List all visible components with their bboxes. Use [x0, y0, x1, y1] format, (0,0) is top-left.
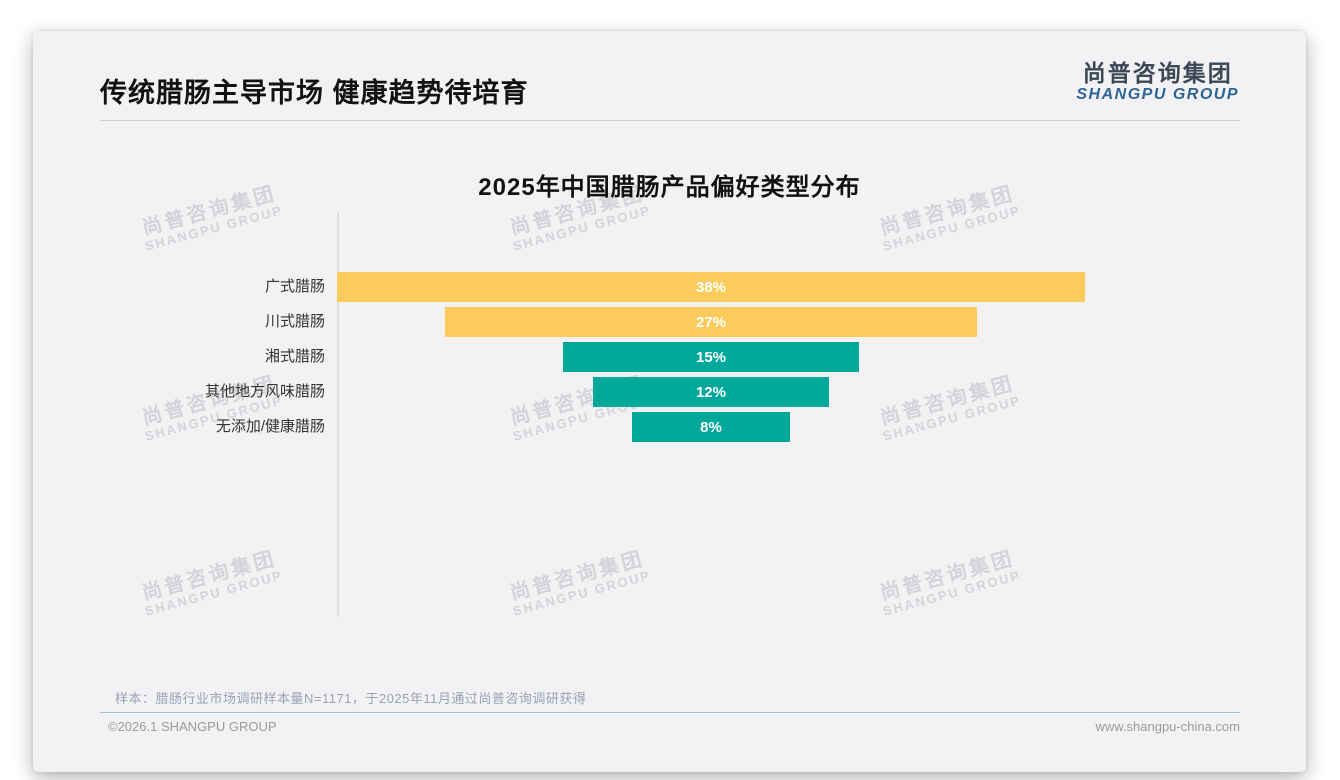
logo-chinese-text: 尚普咨询集团 — [1082, 60, 1233, 86]
category-label: 湘式腊肠 — [264, 348, 325, 365]
watermark-english-text: SHANGPU GROUP — [511, 567, 653, 619]
watermark: 尚普咨询集团 SHANGPU GROUP — [506, 547, 653, 619]
bar-value-label: 15% — [695, 348, 727, 366]
bar-value-label: 12% — [695, 383, 726, 401]
bar-value-label: 27% — [695, 313, 727, 331]
chart-row: 湘式腊肠 15% — [33, 342, 1085, 372]
watermark-english-text: SHANGPU GROUP — [143, 567, 285, 619]
bar-value-label: 38% — [695, 278, 727, 296]
watermark-chinese-text: 尚普咨询集团 — [507, 547, 647, 605]
watermark-chinese-text: 尚普咨询集团 — [139, 547, 279, 605]
watermark: 尚普咨询集团 SHANGPU GROUP — [876, 547, 1023, 619]
sample-note: 样本：腊肠行业市场调研样本量N=1171，于2025年11月通过尚普咨询调研获得 — [115, 691, 587, 706]
header-divider — [100, 120, 1240, 121]
category-label: 其他地方风味腊肠 — [204, 383, 325, 400]
chart-row: 其他地方风味腊肠 12% — [33, 377, 1085, 407]
chart-row: 无添加/健康腊肠 8% — [33, 412, 1085, 442]
footer-copyright: ©2026.1 SHANGPU GROUP — [108, 719, 277, 734]
bar: 38% — [337, 272, 1085, 302]
bar: 15% — [563, 342, 859, 372]
chart-row: 川式腊肠 27% — [33, 307, 1085, 337]
watermark-english-text: SHANGPU GROUP — [881, 567, 1023, 619]
watermark: 尚普咨询集团 SHANGPU GROUP — [138, 547, 285, 619]
chart-title: 2025年中国腊肠产品偏好类型分布 — [478, 174, 861, 201]
plot-area: 15% — [337, 342, 1085, 372]
watermark-english-text: SHANGPU GROUP — [511, 202, 653, 254]
bar: 8% — [632, 412, 790, 442]
category-label: 川式腊肠 — [264, 313, 325, 330]
watermark-chinese-text: 尚普咨询集团 — [877, 547, 1017, 605]
chart-row: 广式腊肠 38% — [33, 272, 1085, 302]
slide-card: 尚普咨询集团 SHANGPU GROUP 尚普咨询集团 SHANGPU GROUP 尚普… — [33, 31, 1306, 772]
bar-chart: 广式腊肠 38% 川式腊肠 27% 湘式腊肠 15% 其他地方风味腊肠 12% 无添加/健康腊肠… — [33, 272, 1085, 442]
page-title: 传统腊肠主导市场 健康趋势待培育 — [100, 78, 529, 108]
footer-website: www.shangpu-china.com — [1095, 719, 1240, 734]
watermark-english-text: SHANGPU GROUP — [881, 202, 1023, 254]
plot-area: 27% — [337, 307, 1085, 337]
company-logo: 尚普咨询集团 SHANGPU GROUP — [1076, 60, 1239, 104]
plot-area: 38% — [337, 272, 1085, 302]
category-label: 无添加/健康腊肠 — [215, 418, 325, 435]
y-axis-line — [337, 212, 339, 617]
footer-divider — [100, 712, 1240, 713]
bar-value-label: 8% — [700, 418, 722, 436]
logo-english-text: SHANGPU GROUP — [1076, 86, 1239, 103]
plot-area: 12% — [337, 377, 1085, 407]
category-label: 广式腊肠 — [264, 278, 325, 295]
footer: ©2026.1 SHANGPU GROUP www.shangpu-china.… — [108, 719, 1240, 734]
plot-area: 8% — [337, 412, 1085, 442]
bar: 27% — [445, 307, 977, 337]
bar: 12% — [592, 377, 830, 407]
watermark-english-text: SHANGPU GROUP — [143, 202, 285, 254]
